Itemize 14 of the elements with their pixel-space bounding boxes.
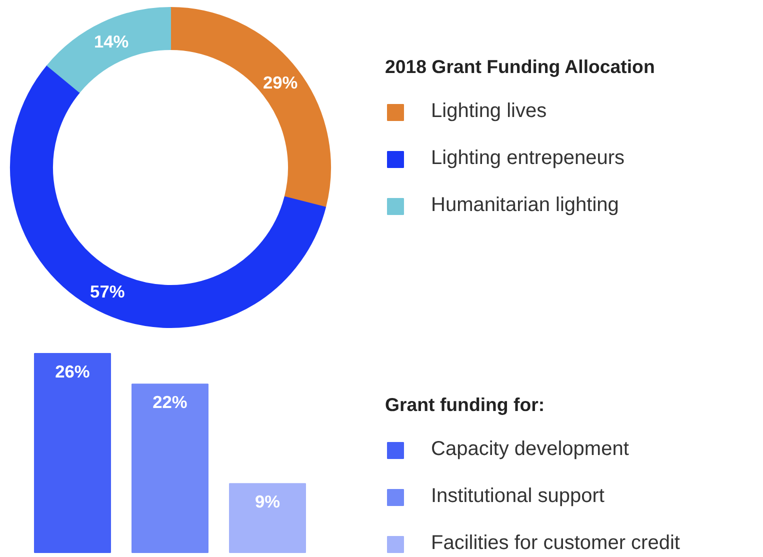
data-label: 57% (90, 281, 125, 302)
data-label: 29% (262, 72, 298, 92)
legend-label: Facilities for customer credit (431, 532, 680, 555)
legend-label: Humanitarian lighting (431, 194, 619, 217)
legend-label: Lighting lives (431, 100, 547, 123)
data-label: 26% (55, 362, 90, 382)
data-label: 14% (94, 32, 129, 52)
data-label: 22% (152, 392, 188, 412)
legend-label: Institutional support (431, 485, 604, 508)
legend-title: Grant funding for: (385, 394, 546, 416)
legend-label: Lighting entrepeneurs (431, 147, 624, 170)
legend-label: Capacity development (431, 438, 629, 461)
data-label: 9% (254, 492, 280, 512)
legend-title: 2018 Grant Funding Allocation (385, 56, 655, 78)
